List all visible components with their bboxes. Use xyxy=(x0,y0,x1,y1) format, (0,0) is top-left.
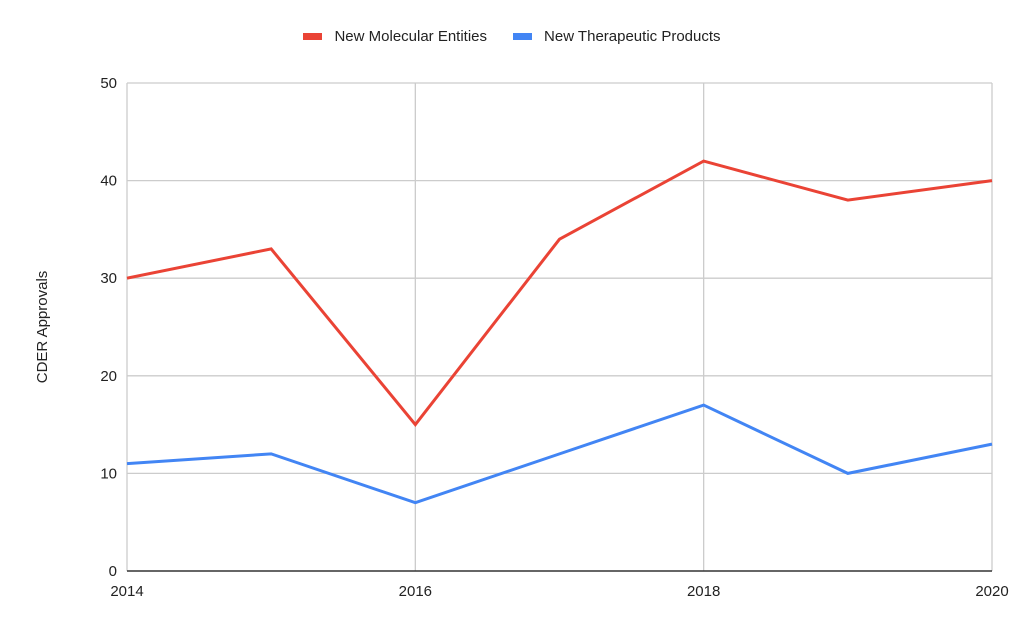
y-tick-label: 0 xyxy=(109,563,117,580)
y-tick-label: 40 xyxy=(100,173,117,190)
legend-swatch-red xyxy=(303,33,323,40)
series-line-new-therapeutic-products[interactable] xyxy=(126,403,993,505)
legend-item-new-molecular-entities[interactable]: New Molecular Entities xyxy=(303,28,487,45)
x-tick-label: 2014 xyxy=(110,583,143,600)
legend-swatch-blue xyxy=(513,33,533,40)
y-tick-label: 10 xyxy=(100,465,117,482)
x-tick-label: 2016 xyxy=(399,583,432,600)
x-axis-ticks: 2014 2016 2018 2020 xyxy=(110,583,1008,600)
gridlines xyxy=(126,82,993,572)
chart-legend: New Molecular Entities New Therapeutic P… xyxy=(0,28,1024,45)
legend-label: New Therapeutic Products xyxy=(544,28,721,45)
legend-label: New Molecular Entities xyxy=(334,28,488,45)
y-tick-label: 30 xyxy=(100,270,117,287)
legend-item-new-therapeutic-products[interactable]: New Therapeutic Products xyxy=(513,28,721,45)
x-tick-label: 2020 xyxy=(975,583,1008,600)
series-line-new-molecular-entities[interactable] xyxy=(126,159,993,428)
series-lines xyxy=(126,159,993,505)
y-tick-label: 50 xyxy=(100,75,117,92)
y-axis-title: CDER Approvals xyxy=(34,271,51,384)
y-tick-label: 20 xyxy=(100,368,117,385)
x-tick-label: 2018 xyxy=(687,583,720,600)
y-axis-ticks: 0 10 20 30 40 50 xyxy=(100,75,117,580)
